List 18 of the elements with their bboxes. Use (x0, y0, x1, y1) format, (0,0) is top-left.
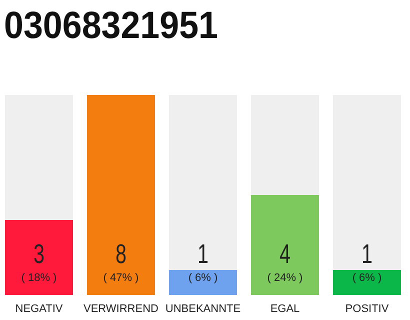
data-label: 3 (34, 239, 49, 269)
annotation: ( 18% ) (21, 272, 57, 284)
chart-title: 03068321951 (4, 5, 236, 47)
annotation: ( 24% ) (267, 272, 303, 284)
x-tick-label: VERWIRREND (84, 303, 159, 315)
x-tick-label: POSITIV (345, 303, 390, 315)
data-label: 1 (362, 239, 377, 269)
annotation: ( 47% ) (103, 272, 139, 284)
bar (169, 270, 237, 295)
data-label: 1 (198, 239, 213, 269)
data-label: 4 (280, 239, 295, 269)
data-label: 8 (116, 239, 131, 269)
x-tick-label: EGAL (270, 303, 300, 315)
annotation: ( 6% ) (188, 272, 218, 284)
annotation: ( 6% ) (352, 272, 382, 284)
x-tick-label: NEGATIV (15, 303, 64, 315)
bar (333, 270, 401, 295)
x-tick-label: UNBEKANNTE (165, 303, 241, 315)
